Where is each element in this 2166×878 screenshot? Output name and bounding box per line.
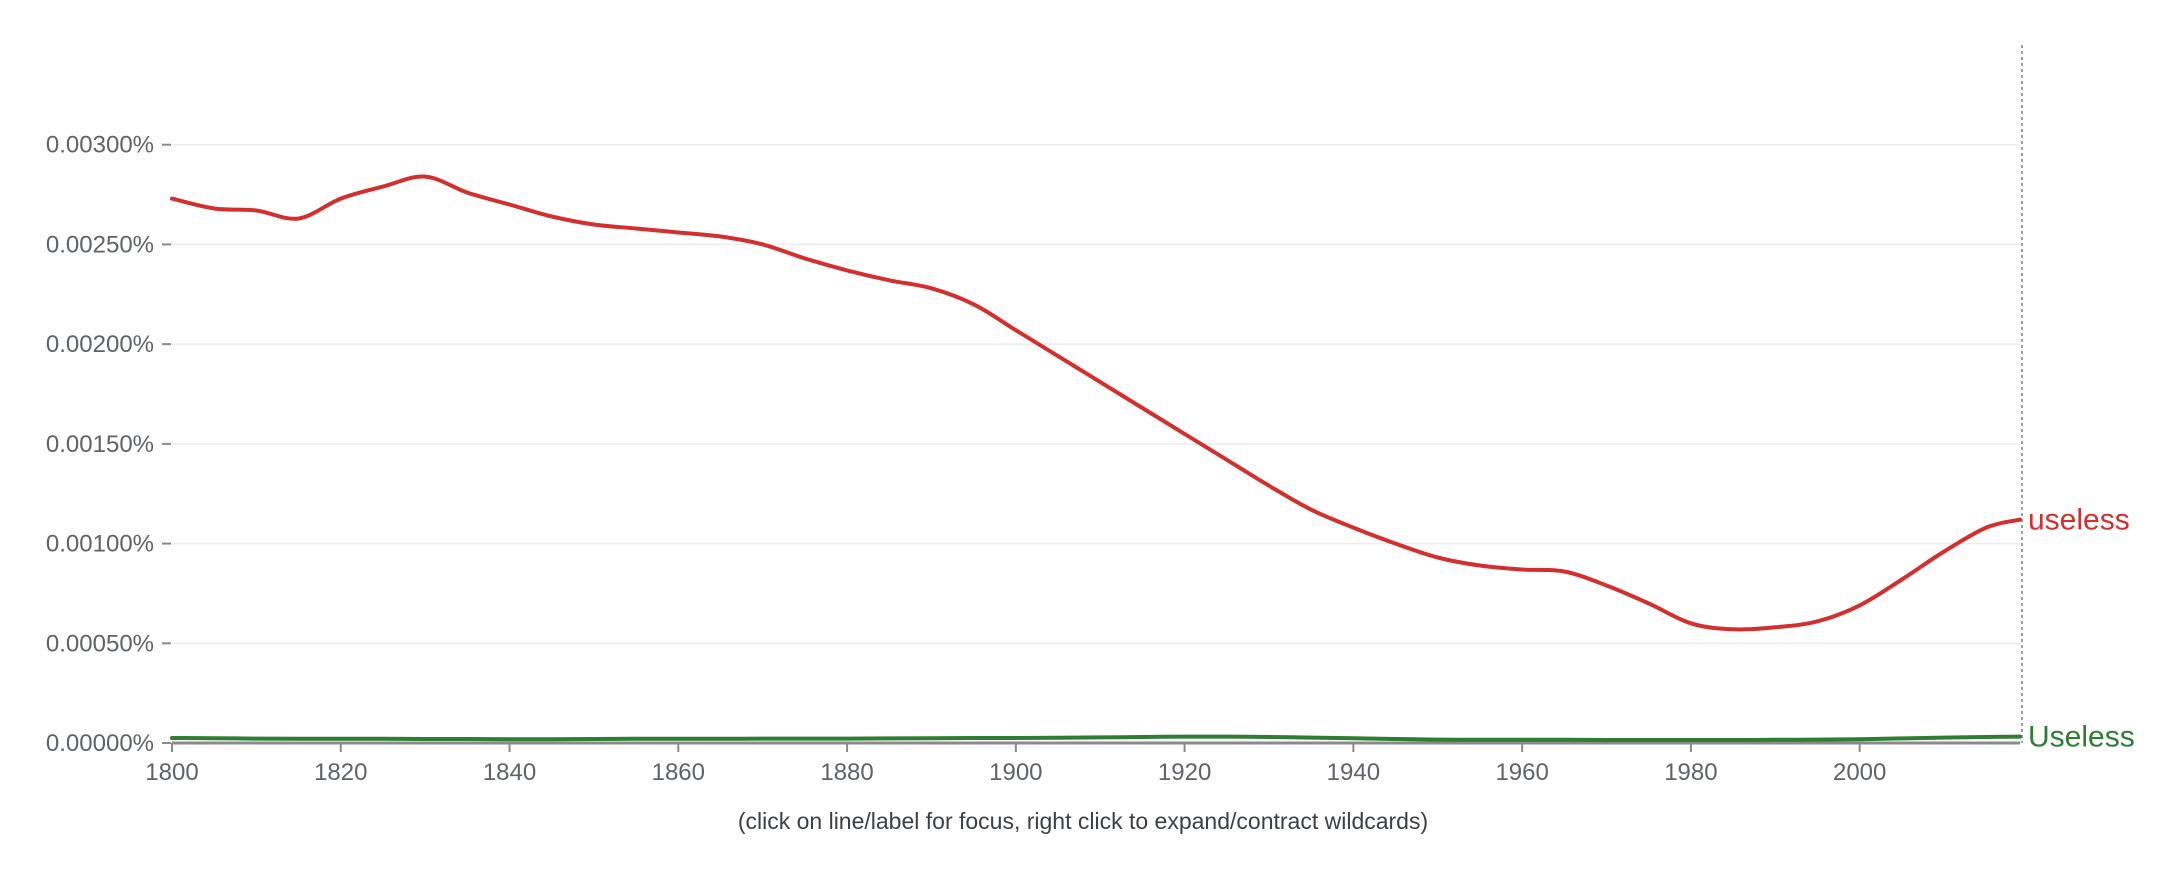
- series-lines: useless Useless: [170, 174, 2135, 754]
- x-tick-label: 2000: [1833, 759, 1886, 786]
- x-tick-label: 1800: [145, 759, 198, 786]
- series-line-useless[interactable]: [170, 174, 2022, 632]
- y-axis-ticks: 0.00000% 0.00050% 0.00100% 0.00150% 0.00200%…: [46, 132, 171, 757]
- y-tick-label: 0.00300%: [46, 132, 154, 159]
- x-tick-label: 1900: [989, 759, 1042, 786]
- x-tick-label: 1940: [1327, 759, 1380, 786]
- y-tick-label: 0.00050%: [46, 630, 154, 657]
- y-tick-label: 0.00100%: [46, 531, 154, 558]
- series-line-useless[interactable]: [170, 734, 2022, 743]
- series-label-useless[interactable]: useless: [2028, 504, 2130, 537]
- x-axis-ticks: 1800 1820 1840 1860 1880 1900 1920 1940 1960 1980…: [145, 743, 1886, 786]
- y-tick-label: 0.00150%: [46, 431, 154, 458]
- chart-caption: (click on line/label for focus, right cl…: [737, 808, 1429, 834]
- y-tick-label: 0.00200%: [46, 331, 154, 358]
- x-tick-label: 1920: [1158, 759, 1211, 786]
- ngram-chart: 0.00000% 0.00050% 0.00100% 0.00150% 0.00200%…: [46, 45, 2135, 786]
- x-tick-label: 1880: [820, 759, 873, 786]
- x-tick-label: 1860: [652, 759, 705, 786]
- y-tick-label: 0.00250%: [46, 231, 154, 258]
- x-tick-label: 1840: [483, 759, 536, 786]
- x-tick-label: 1980: [1664, 759, 1717, 786]
- y-tick-label: 0.00000%: [46, 730, 154, 757]
- x-tick-label: 1820: [314, 759, 367, 786]
- grid-lines: [172, 143, 2020, 645]
- x-tick-label: 1960: [1495, 759, 1548, 786]
- series-label-useless[interactable]: Useless: [2028, 721, 2135, 754]
